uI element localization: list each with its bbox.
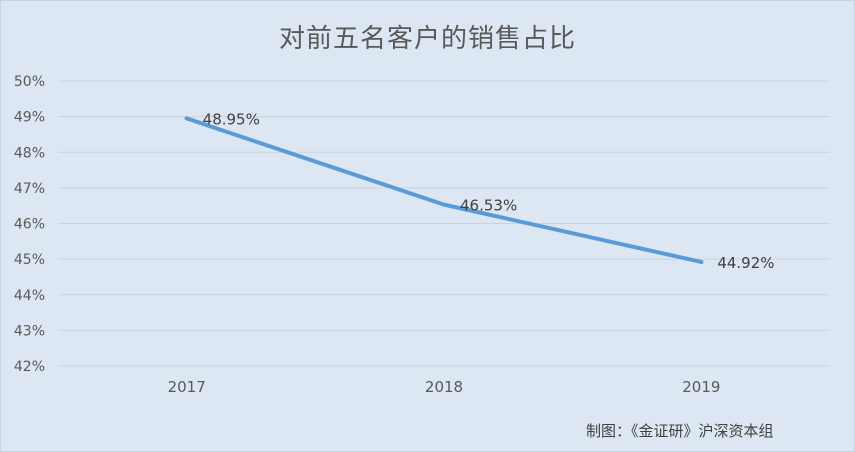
x-axis-ticks: 2017 2018 2019 xyxy=(168,378,721,396)
data-labels: 48.95% 46.53% 44.92% xyxy=(203,110,775,272)
y-tick-label: 42% xyxy=(14,359,45,375)
y-tick-label: 49% xyxy=(14,110,45,126)
x-tick-label: 2019 xyxy=(682,378,720,396)
chart-title: 对前五名客户的销售占比 xyxy=(278,24,576,54)
x-tick-label: 2017 xyxy=(168,378,206,396)
y-tick-label: 46% xyxy=(14,217,45,233)
gridlines xyxy=(58,80,830,367)
y-tick-label: 44% xyxy=(14,288,45,304)
y-tick-label: 47% xyxy=(14,181,45,197)
data-point xyxy=(699,259,704,264)
data-point xyxy=(442,202,446,207)
y-tick-label: 48% xyxy=(14,145,45,161)
data-label: 44.92% xyxy=(717,254,774,272)
data-label: 48.95% xyxy=(203,110,260,128)
y-tick-label: 45% xyxy=(14,252,45,268)
data-label: 46.53% xyxy=(460,197,517,215)
x-tick-label: 2018 xyxy=(425,378,463,396)
series-line xyxy=(184,116,704,264)
series-line-group xyxy=(184,116,704,264)
chart-credit: 制图：《金证研》沪深资本组 xyxy=(586,422,774,440)
y-tick-label: 43% xyxy=(14,323,45,339)
data-point xyxy=(184,116,189,121)
y-tick-label: 50% xyxy=(14,74,45,90)
y-axis-ticks: 42% 43% 44% 45% 46% 47% 48% 49% 50% xyxy=(14,74,45,375)
